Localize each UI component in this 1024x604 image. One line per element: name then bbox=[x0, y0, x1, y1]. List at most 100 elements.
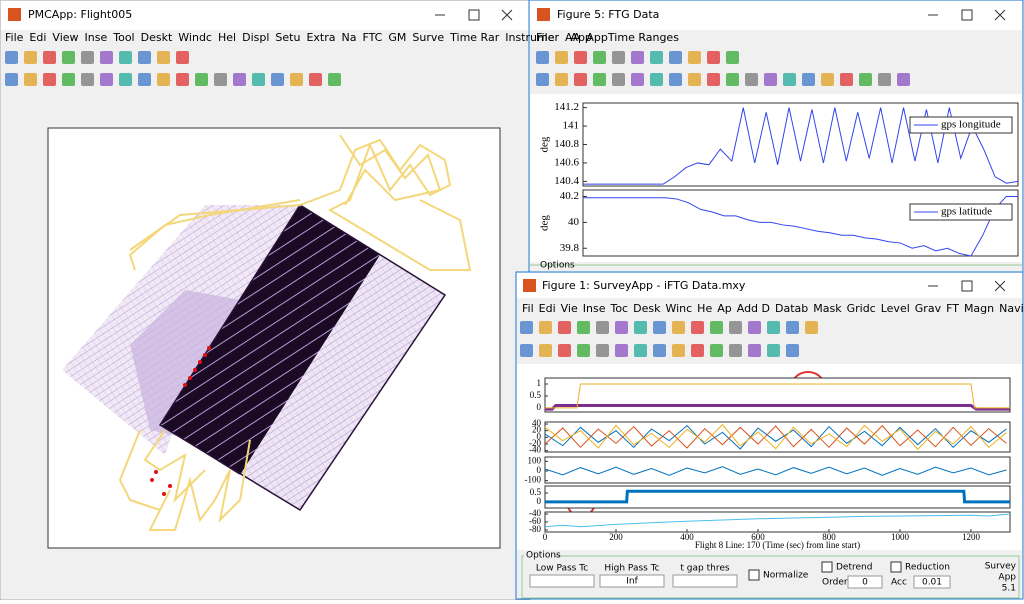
toolbar-icon[interactable] bbox=[100, 51, 113, 64]
toolbar-icon[interactable] bbox=[729, 344, 742, 357]
toolbar-icon[interactable] bbox=[157, 51, 170, 64]
menu-item[interactable]: Displ bbox=[242, 31, 269, 44]
toolbar-icon[interactable] bbox=[574, 73, 587, 86]
toolbar-icon[interactable] bbox=[81, 51, 94, 64]
toolbar-icon[interactable] bbox=[726, 51, 739, 64]
menu-item[interactable]: Desk bbox=[633, 302, 661, 315]
menu-item[interactable]: Naviga bbox=[999, 302, 1024, 315]
toolbar-icon[interactable] bbox=[176, 51, 189, 64]
menu-item[interactable]: Toc bbox=[609, 302, 628, 315]
toolbar-icon[interactable] bbox=[5, 51, 18, 64]
toolbar-icon[interactable] bbox=[805, 321, 818, 334]
text-field[interactable] bbox=[599, 574, 665, 588]
toolbar-icon[interactable] bbox=[577, 344, 590, 357]
menu-item[interactable]: Edi bbox=[29, 31, 46, 44]
toolbar-icon[interactable] bbox=[783, 73, 796, 86]
toolbar-icon[interactable] bbox=[767, 344, 780, 357]
toolbar-icon[interactable] bbox=[119, 73, 132, 86]
toolbar-icon[interactable] bbox=[859, 73, 872, 86]
toolbar-icon[interactable] bbox=[612, 73, 625, 86]
toolbar-icon[interactable] bbox=[119, 51, 132, 64]
close[interactable] bbox=[994, 9, 1006, 21]
toolbar-icon[interactable] bbox=[577, 321, 590, 334]
toolbar-icon[interactable] bbox=[650, 51, 663, 64]
toolbar-icon[interactable] bbox=[631, 73, 644, 86]
toolbar-icon[interactable] bbox=[786, 344, 799, 357]
menu-item[interactable]: Na bbox=[341, 31, 356, 44]
menu-item[interactable]: Add D bbox=[737, 302, 770, 315]
toolbar-icon[interactable] bbox=[840, 73, 853, 86]
toolbar-icon[interactable] bbox=[596, 344, 609, 357]
toolbar-icon[interactable] bbox=[138, 51, 151, 64]
toolbar-icon[interactable] bbox=[802, 73, 815, 86]
toolbar-icon[interactable] bbox=[786, 321, 799, 334]
toolbar-icon[interactable] bbox=[62, 73, 75, 86]
toolbar-icon[interactable] bbox=[653, 321, 666, 334]
menu-item[interactable]: App bbox=[570, 31, 592, 44]
toolbar-icon[interactable] bbox=[672, 321, 685, 334]
menu-item[interactable]: Setu bbox=[275, 31, 300, 44]
checkbox[interactable] bbox=[748, 569, 760, 581]
window-controls[interactable] bbox=[928, 280, 1006, 292]
toolbar-icon[interactable] bbox=[290, 73, 303, 86]
menu-item[interactable]: Deskt bbox=[141, 31, 173, 44]
toolbar-icon[interactable] bbox=[691, 344, 704, 357]
menu-item[interactable]: Grav bbox=[915, 302, 942, 315]
toolbar-icon[interactable] bbox=[176, 73, 189, 86]
menu-item[interactable]: GM bbox=[388, 31, 406, 44]
toolbar-icon[interactable] bbox=[555, 51, 568, 64]
menu-item[interactable]: Winc bbox=[665, 302, 692, 315]
toolbar-icon[interactable] bbox=[631, 51, 644, 64]
toolbar-icon[interactable] bbox=[520, 321, 533, 334]
toolbar-icon[interactable] bbox=[138, 73, 151, 86]
window-controls[interactable] bbox=[435, 9, 513, 21]
checkbox[interactable] bbox=[821, 561, 833, 573]
toolbar-icon[interactable] bbox=[767, 321, 780, 334]
menu-item[interactable]: Hel bbox=[218, 31, 236, 44]
toolbar-icon[interactable] bbox=[309, 73, 322, 86]
toolbar-icon[interactable] bbox=[688, 73, 701, 86]
toolbar-icon[interactable] bbox=[520, 344, 533, 357]
menu-item[interactable]: View bbox=[52, 31, 78, 44]
menu-item[interactable]: Inse bbox=[583, 302, 606, 315]
text-field[interactable] bbox=[672, 574, 738, 588]
toolbar-icon[interactable] bbox=[615, 344, 628, 357]
maximize[interactable] bbox=[468, 9, 480, 21]
menu-item[interactable]: Fil bbox=[522, 302, 534, 315]
toolbar-icon[interactable] bbox=[536, 51, 549, 64]
toolbar-icon[interactable] bbox=[43, 51, 56, 64]
toolbar-icon[interactable] bbox=[558, 321, 571, 334]
toolbar-icon[interactable] bbox=[821, 73, 834, 86]
menu-item[interactable]: Ap bbox=[717, 302, 732, 315]
toolbar-icon[interactable] bbox=[5, 73, 18, 86]
toolbar-icon[interactable] bbox=[24, 73, 37, 86]
toolbar-icon[interactable] bbox=[726, 73, 739, 86]
toolbar-icon[interactable] bbox=[748, 344, 761, 357]
toolbar-icon[interactable] bbox=[688, 51, 701, 64]
toolbar-icon[interactable] bbox=[707, 51, 720, 64]
menu-item[interactable]: Extra bbox=[306, 31, 335, 44]
toolbar-icon[interactable] bbox=[328, 73, 341, 86]
checkbox[interactable] bbox=[890, 561, 902, 573]
toolbar-icon[interactable] bbox=[558, 344, 571, 357]
toolbar-icon[interactable] bbox=[707, 73, 720, 86]
maximize[interactable] bbox=[961, 280, 973, 292]
toolbar-icon[interactable] bbox=[897, 73, 910, 86]
toolbar-icon[interactable] bbox=[710, 344, 723, 357]
toolbar-icon[interactable] bbox=[764, 73, 777, 86]
toolbar-icon[interactable] bbox=[252, 73, 265, 86]
toolbar-icon[interactable] bbox=[729, 321, 742, 334]
toolbar-icon[interactable] bbox=[43, 73, 56, 86]
menu-item[interactable]: Vie bbox=[561, 302, 578, 315]
toolbar-icon[interactable] bbox=[653, 344, 666, 357]
toolbar-icon[interactable] bbox=[634, 321, 647, 334]
toolbar-icon[interactable] bbox=[615, 321, 628, 334]
menu-item[interactable]: App bbox=[586, 31, 608, 44]
acc-field[interactable] bbox=[913, 575, 951, 589]
menu-item[interactable]: FT bbox=[946, 302, 959, 315]
menu-item[interactable]: Instrumer bbox=[505, 31, 559, 44]
text-field[interactable] bbox=[529, 574, 595, 588]
window-controls[interactable] bbox=[928, 9, 1006, 21]
toolbar-icon[interactable] bbox=[195, 73, 208, 86]
menu-item[interactable]: Time Rar bbox=[449, 31, 500, 44]
